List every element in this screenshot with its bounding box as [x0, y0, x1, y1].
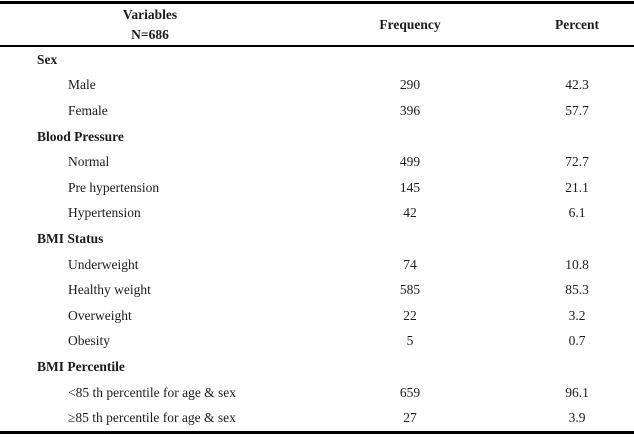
row-label: Male [68, 77, 96, 93]
row-label: Pre hypertension [68, 179, 160, 195]
cell-percent: 57.7 [565, 102, 589, 118]
section-row-sex: Sex [0, 46, 634, 73]
header-variables-label: Variables [122, 6, 178, 22]
header-row: Variables N=686 Frequency Percent [0, 2, 634, 47]
cell-frequency: 290 [399, 77, 421, 93]
empty-cell [520, 354, 634, 380]
table-row: Obesity 5 0.7 [0, 329, 634, 355]
cell-frequency: 659 [399, 384, 421, 400]
cell-frequency: 74 [403, 256, 417, 272]
table-row: Healthy weight 585 85.3 [0, 277, 634, 303]
table-row: Female 396 57.7 [0, 98, 634, 124]
cell-frequency: 5 [406, 333, 414, 349]
table-row: Underweight 74 10.8 [0, 252, 634, 278]
cell-percent: 0.7 [568, 333, 586, 349]
table-row: Pre hypertension 145 21.1 [0, 175, 634, 201]
empty-cell [300, 354, 520, 380]
row-label: Hypertension [68, 205, 141, 221]
col-header-frequency: Frequency [300, 2, 520, 47]
cell-frequency: 585 [399, 282, 421, 298]
header-sample-size: N=686 [131, 26, 169, 42]
table-row: Male 290 42.3 [0, 73, 634, 99]
section-row-bmi-status: BMI Status [0, 226, 634, 252]
cell-frequency: 42 [403, 205, 417, 221]
table-row: <85 th percentile for age & sex 659 96.1 [0, 380, 634, 406]
cell-percent: 42.3 [565, 77, 589, 93]
cell-frequency: 499 [399, 154, 421, 170]
empty-cell [520, 46, 634, 73]
section-label: BMI Percentile [37, 358, 125, 374]
row-label: <85 th percentile for age & sex [68, 384, 237, 400]
cell-percent: 72.7 [565, 154, 589, 170]
row-label: Healthy weight [68, 282, 151, 298]
section-label: BMI Status [37, 230, 104, 246]
row-label: Obesity [68, 333, 110, 349]
row-label: Female [68, 102, 108, 118]
row-label: Underweight [68, 256, 139, 272]
row-label: Overweight [68, 307, 132, 323]
cell-percent: 96.1 [565, 384, 589, 400]
table-row: Normal 499 72.7 [0, 149, 634, 175]
col-header-percent: Percent [520, 2, 634, 47]
row-label: ≥85 th percentile for age & sex [68, 410, 236, 426]
section-row-bmi-percentile: BMI Percentile [0, 354, 634, 380]
table-row: Overweight 22 3.2 [0, 303, 634, 329]
cell-frequency: 396 [399, 102, 421, 118]
cell-percent: 6.1 [568, 205, 586, 221]
table-row: Hypertension 42 6.1 [0, 201, 634, 227]
cell-percent: 3.9 [568, 410, 586, 426]
table-row: ≥85 th percentile for age & sex 27 3.9 [0, 405, 634, 432]
section-label: Blood Pressure [37, 128, 124, 144]
empty-cell [300, 226, 520, 252]
cell-percent: 10.8 [565, 256, 589, 272]
cell-percent: 21.1 [565, 179, 589, 195]
section-label: Sex [37, 51, 58, 67]
empty-cell [520, 226, 634, 252]
cell-frequency: 27 [403, 410, 417, 426]
cell-frequency: 145 [399, 179, 421, 195]
section-row-blood-pressure: Blood Pressure [0, 124, 634, 150]
row-label: Normal [68, 154, 110, 170]
empty-cell [300, 124, 520, 150]
empty-cell [520, 124, 634, 150]
col-header-variables: Variables N=686 [0, 2, 300, 47]
cell-percent: 85.3 [565, 282, 589, 298]
cell-percent: 3.2 [568, 307, 586, 323]
cell-frequency: 22 [403, 307, 417, 323]
empty-cell [300, 46, 520, 73]
